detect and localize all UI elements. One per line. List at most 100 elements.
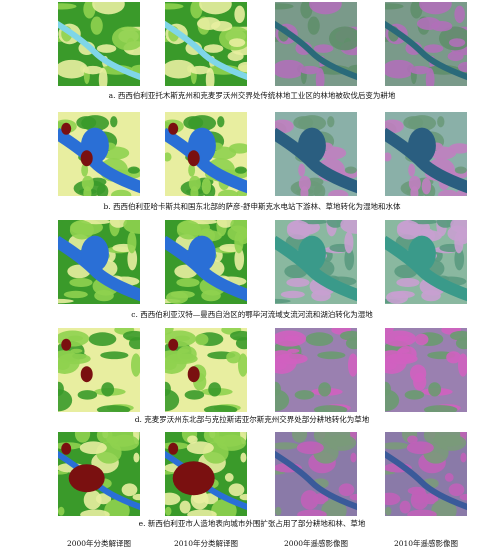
land-patch	[344, 231, 354, 254]
land-patch	[165, 389, 180, 412]
image-content	[165, 328, 247, 412]
land-patch	[298, 163, 306, 177]
change-patch	[195, 333, 209, 346]
land-patch	[101, 382, 115, 397]
land-patch	[83, 186, 92, 196]
land-patch	[63, 290, 88, 299]
urban-area	[187, 150, 200, 167]
change-patch	[385, 492, 401, 506]
land-patch	[408, 175, 421, 191]
land-patch	[299, 65, 320, 75]
image-panel	[385, 2, 467, 86]
change-patch	[396, 345, 417, 363]
change-patch	[176, 345, 197, 363]
urban-area	[61, 122, 72, 135]
land-patch	[188, 175, 201, 191]
land-patch	[127, 247, 138, 271]
caption: e. 新西伯利亚市人造地表向城市外围扩张占用了部分耕地和林、草地	[139, 518, 366, 528]
land-patch	[385, 389, 400, 412]
land-patch	[98, 67, 108, 86]
land-patch	[109, 220, 127, 228]
land-patch	[275, 442, 299, 450]
water-body	[80, 235, 109, 272]
image-content	[58, 328, 140, 412]
river	[58, 20, 140, 81]
image-content	[275, 220, 357, 304]
land-patch	[297, 509, 327, 516]
land-patch	[338, 483, 355, 497]
land-patch	[300, 2, 313, 19]
image-panel	[165, 432, 247, 516]
land-patch	[326, 220, 344, 228]
change-patch	[201, 178, 212, 195]
land-patch	[188, 115, 217, 132]
image-panel	[58, 2, 140, 86]
land-patch	[275, 389, 290, 412]
image-content	[165, 220, 247, 304]
river	[385, 450, 467, 511]
land-patch	[315, 67, 325, 86]
river	[165, 20, 247, 81]
image-content	[165, 432, 247, 516]
land-patch	[286, 277, 310, 288]
land-patch	[313, 405, 348, 412]
urban-area	[61, 338, 72, 351]
change-patch	[165, 152, 172, 162]
column-label: 2000年遥感影像图	[284, 538, 348, 548]
land-patch	[313, 44, 334, 53]
land-patch	[438, 189, 459, 196]
change-patch	[457, 61, 467, 73]
land-patch	[419, 2, 452, 15]
land-patch	[58, 3, 77, 10]
image-panel	[58, 112, 140, 196]
land-patch	[406, 441, 434, 455]
land-patch	[190, 186, 199, 196]
change-patch	[179, 500, 191, 514]
land-patch	[328, 26, 357, 51]
land-patch	[132, 493, 140, 501]
land-patch	[434, 436, 446, 445]
change-patch	[415, 333, 429, 346]
image-content	[275, 112, 357, 196]
land-patch	[240, 452, 247, 463]
land-patch	[425, 67, 435, 86]
land-patch	[298, 115, 327, 132]
image-panel	[165, 2, 247, 86]
land-patch	[189, 65, 210, 75]
land-patch	[311, 290, 331, 302]
land-patch	[344, 166, 357, 174]
land-patch	[407, 509, 437, 516]
land-patch	[58, 389, 73, 412]
change-patch	[447, 51, 464, 62]
change-patch	[165, 328, 174, 335]
change-patch	[386, 291, 409, 304]
land-patch	[280, 290, 305, 299]
land-patch	[128, 337, 140, 350]
land-patch	[199, 2, 232, 15]
image-content	[385, 2, 467, 86]
river	[275, 20, 357, 81]
change-patch	[449, 38, 466, 47]
change-patch	[409, 364, 427, 383]
change-patch	[446, 351, 461, 364]
land-patch	[88, 332, 117, 346]
land-patch	[318, 382, 332, 397]
land-patch	[90, 16, 103, 35]
land-patch	[187, 509, 217, 516]
caption: b. 西西伯利亚哈卡斯共和国东北部的萨彦-舒申斯克水电站下游林、草地转化为湿地和…	[103, 201, 401, 211]
land-patch	[275, 298, 291, 304]
change-patch	[234, 5, 245, 24]
land-patch	[188, 163, 196, 177]
land-patch	[96, 44, 117, 53]
urban-area	[168, 122, 179, 135]
land-patch	[203, 44, 224, 53]
image-panel	[165, 112, 247, 196]
image-content	[58, 220, 140, 304]
land-patch	[294, 390, 315, 400]
land-patch	[234, 247, 245, 271]
change-patch	[444, 473, 454, 482]
land-patch	[70, 348, 83, 353]
image-content	[385, 328, 467, 412]
land-patch	[110, 116, 118, 128]
image-panel	[165, 220, 247, 304]
